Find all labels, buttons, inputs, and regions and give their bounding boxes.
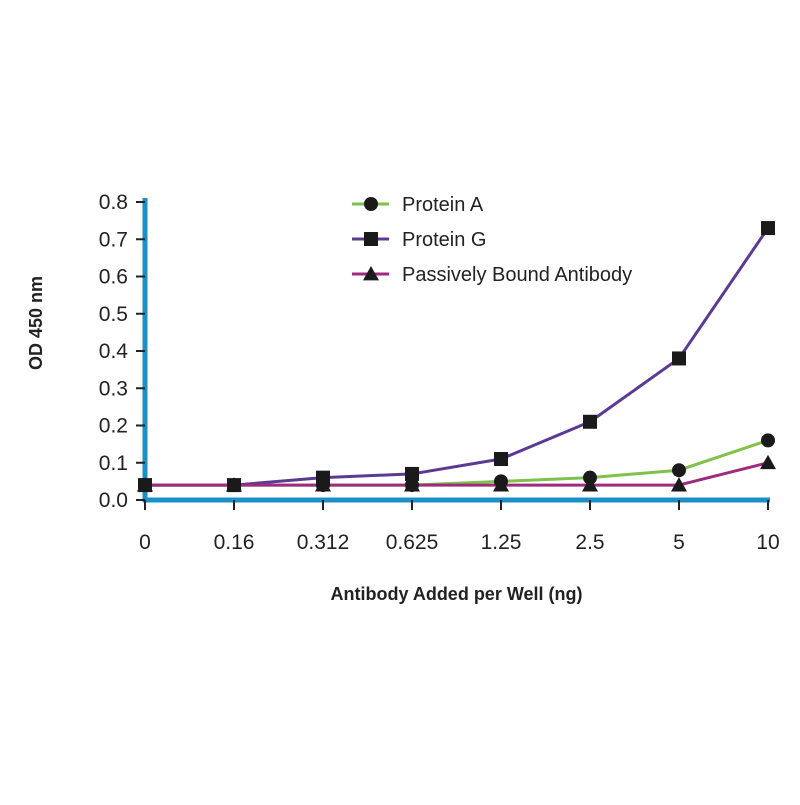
- x-tick-label: 10: [756, 531, 779, 554]
- data-point-3-2: [226, 477, 242, 492]
- legend-marker-2: [364, 232, 378, 246]
- data-point-2-8: [761, 221, 775, 236]
- axes-layer: [136, 198, 770, 510]
- series-line-3: [145, 461, 769, 487]
- data-point-1-7: [672, 463, 686, 478]
- data-point-3-4: [404, 477, 420, 492]
- y-tick-label: 0.7: [99, 228, 128, 251]
- y-tick-label: 0.2: [99, 415, 128, 438]
- data-point-2-6: [583, 414, 597, 429]
- x-tick-label: 0.625: [386, 531, 439, 554]
- x-tick-label: 1.25: [481, 531, 522, 554]
- y-tick-label: 0.8: [99, 191, 128, 214]
- legend: Protein A Protein G Passively Bound Antibo…: [352, 194, 632, 286]
- data-point-2-5: [494, 452, 508, 467]
- y-tick-label: 0.0: [99, 489, 128, 512]
- data-point-3-3: [315, 477, 331, 492]
- x-tick-label: 0: [139, 531, 151, 554]
- legend-label-1: Protein A: [402, 194, 484, 216]
- x-tick-label: 0.312: [297, 531, 350, 554]
- data-point-3-6: [582, 477, 598, 492]
- y-axis-title: OD 450 nm: [26, 276, 46, 370]
- legend-marker-3: [363, 266, 379, 281]
- data-point-3-1: [137, 477, 153, 492]
- x-tick-label: 0.16: [214, 531, 255, 554]
- label-layer: 0.0 0.1 0.2 0.3 0.4 0.5 0.6 0.7 0.8 0 0.16 0.312 0.6…: [26, 191, 780, 604]
- series-layer: [145, 227, 770, 487]
- data-point-3-7: [671, 477, 687, 492]
- y-tick-label: 0.6: [99, 266, 128, 289]
- data-point-2-7: [672, 351, 686, 366]
- legend-marker-1: [364, 197, 378, 211]
- data-point-3-5: [493, 477, 509, 492]
- y-tick-label: 0.1: [99, 452, 128, 475]
- x-tick-label: 5: [673, 531, 685, 554]
- y-tick-label: 0.3: [99, 377, 128, 400]
- data-point-3-8: [760, 454, 776, 470]
- x-tick-label: 2.5: [575, 531, 604, 554]
- data-point-1-8: [761, 433, 775, 448]
- legend-label-2: Protein G: [402, 229, 486, 251]
- data-point-2-4: [405, 466, 419, 481]
- legend-label-3: Passively Bound Antibody: [402, 264, 632, 286]
- y-tick-label: 0.5: [99, 303, 128, 326]
- marker-layer: [137, 221, 776, 493]
- x-axis-title: Antibody Added per Well (ng): [331, 584, 583, 604]
- y-tick-label: 0.4: [99, 340, 129, 363]
